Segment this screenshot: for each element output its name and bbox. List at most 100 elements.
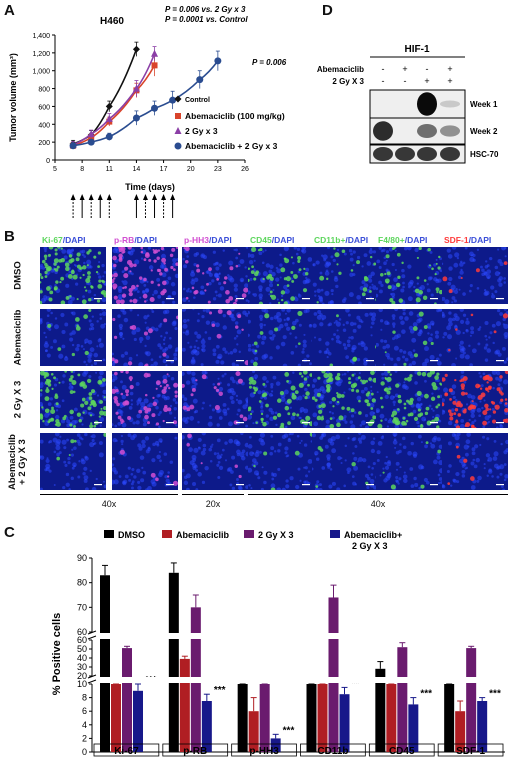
nucleus xyxy=(482,425,486,428)
nucleus xyxy=(391,322,396,326)
nucleus xyxy=(469,363,473,366)
nucleus xyxy=(89,347,95,353)
nucleus xyxy=(137,314,140,317)
nucleus xyxy=(253,391,256,395)
nucleus xyxy=(476,286,480,290)
nucleus xyxy=(418,247,422,251)
category-label: Ki-67 xyxy=(114,746,139,757)
nucleus xyxy=(350,252,353,256)
nucleus xyxy=(279,253,282,257)
nucleus xyxy=(289,332,292,335)
nucleus xyxy=(302,288,308,293)
nucleus xyxy=(348,292,354,298)
nucleus xyxy=(424,379,427,383)
nucleus xyxy=(391,295,395,299)
nucleus xyxy=(305,276,308,280)
nucleus xyxy=(293,274,298,279)
nucleus xyxy=(482,375,488,381)
nucleus xyxy=(459,262,464,267)
nucleus xyxy=(57,347,62,352)
blot-band xyxy=(373,146,393,162)
nucleus xyxy=(284,425,288,428)
micrograph-image xyxy=(376,371,442,428)
bar xyxy=(397,647,408,752)
nucleus xyxy=(264,249,267,252)
nucleus xyxy=(303,309,308,314)
nucleus xyxy=(48,328,52,331)
nucleus xyxy=(222,402,227,407)
nucleus xyxy=(162,338,166,342)
nucleus xyxy=(71,352,76,357)
nucleus xyxy=(430,333,433,336)
nucleus xyxy=(402,350,407,354)
nucleus xyxy=(451,301,454,304)
nucleus xyxy=(128,287,133,293)
nucleus xyxy=(119,410,124,414)
nucleus xyxy=(500,398,504,402)
nucleus xyxy=(344,459,347,462)
nucleus xyxy=(455,425,461,428)
nucleus xyxy=(140,250,144,254)
nucleus xyxy=(352,273,356,277)
y-tick-label: 30 xyxy=(77,662,87,672)
nucleus xyxy=(182,435,185,440)
nucleus xyxy=(341,406,345,410)
nucleus xyxy=(157,283,161,287)
nucleus xyxy=(324,290,330,296)
nucleus xyxy=(403,362,407,366)
nucleus xyxy=(197,472,202,477)
nucleus xyxy=(174,326,178,331)
y-tick-label: 0 xyxy=(46,158,50,165)
nucleus xyxy=(404,357,409,362)
nucleus xyxy=(407,247,412,251)
nucleus xyxy=(348,377,351,381)
lane-sign: - xyxy=(426,64,429,74)
nucleus xyxy=(174,273,178,279)
nucleus xyxy=(186,473,191,479)
nucleus xyxy=(200,450,206,456)
nucleus xyxy=(281,487,286,490)
lane-sign: + xyxy=(447,76,452,86)
nucleus xyxy=(88,309,92,312)
nucleus xyxy=(186,443,190,447)
nucleus xyxy=(406,376,412,382)
nucleus xyxy=(133,263,137,267)
nucleus xyxy=(139,296,142,299)
nucleus xyxy=(163,396,168,401)
nucleus xyxy=(86,378,92,383)
nucleus xyxy=(209,404,212,407)
category-label: CD45 xyxy=(389,746,415,757)
nucleus xyxy=(473,419,477,422)
nucleus xyxy=(484,358,489,362)
nucleus xyxy=(462,261,466,265)
nucleus xyxy=(87,406,92,411)
nucleus xyxy=(396,252,401,257)
data-point xyxy=(151,104,159,112)
nucleus xyxy=(316,301,319,304)
nucleus xyxy=(213,386,217,390)
bar xyxy=(477,701,488,752)
nucleus xyxy=(394,371,398,373)
micrograph-image xyxy=(182,309,248,366)
nucleus xyxy=(151,481,157,487)
nucleus xyxy=(382,471,385,474)
nucleus xyxy=(154,249,159,254)
nucleus xyxy=(230,400,235,405)
nucleus xyxy=(212,352,217,357)
nucleus xyxy=(253,268,256,271)
x-tick-label: 14 xyxy=(133,166,141,173)
nucleus xyxy=(153,289,158,295)
nucleus xyxy=(321,433,327,438)
nucleus xyxy=(436,290,439,294)
nucleus xyxy=(150,364,154,366)
nucleus xyxy=(322,254,328,260)
nucleus xyxy=(164,404,168,409)
nucleus xyxy=(127,433,132,438)
micrograph-tile xyxy=(112,309,178,366)
nucleus xyxy=(254,377,257,380)
nucleus xyxy=(75,257,80,262)
nucleus xyxy=(360,340,364,345)
nucleus xyxy=(82,295,85,298)
nucleus xyxy=(399,443,402,446)
